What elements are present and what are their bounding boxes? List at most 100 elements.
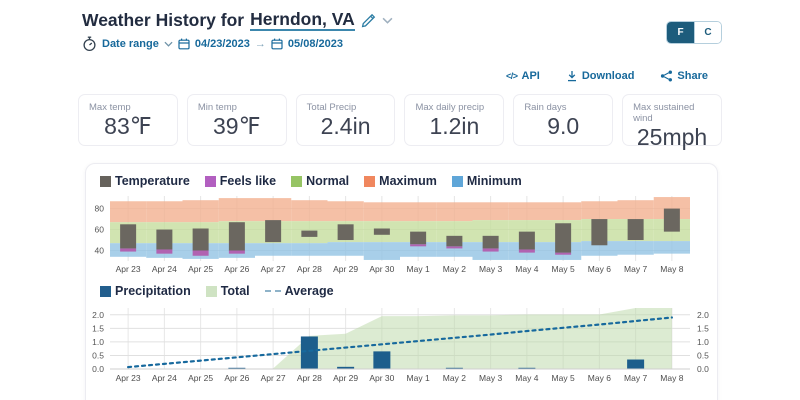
svg-text:May 3: May 3 — [479, 373, 502, 383]
stopwatch-icon — [82, 36, 97, 52]
temperature-chart[interactable]: 40 60 80 Apr 23 Apr 24 Apr 25 Apr 26 Apr 27 Apr … — [88, 193, 714, 277]
legend-item-maximum[interactable]: Maximum — [364, 174, 437, 188]
chart-card: Temperature Feels like Normal Maximum Minimu… — [85, 163, 718, 400]
precipitation-chart[interactable]: 0.0 0.0 0.5 0.5 1.0 1.0 1.5 1.5 2.0 2.0 Apr 23 Apr … — [88, 303, 714, 400]
stat-label: Max daily precip — [415, 102, 485, 113]
svg-text:May 6: May 6 — [588, 264, 611, 274]
stat-value: 39℉ — [213, 113, 261, 139]
stat-label: Max temp — [89, 102, 131, 113]
unit-toggle: F C — [666, 21, 722, 44]
edit-icon[interactable] — [361, 13, 376, 28]
stat-value: 25mph — [636, 124, 708, 150]
actions-row: </> API Download Share — [506, 70, 708, 82]
stat-label: Min temp — [197, 102, 237, 113]
stat-label: Max sustained wind — [633, 102, 695, 124]
stat-value: 1.2in — [429, 113, 480, 139]
svg-text:Apr 27: Apr 27 — [261, 264, 286, 274]
fahrenheit-button[interactable]: F — [667, 22, 694, 43]
svg-text:2.0: 2.0 — [697, 310, 709, 320]
stat-card-max-daily-precip: Max daily precip 1.2in — [404, 94, 505, 146]
svg-text:0.5: 0.5 — [92, 350, 104, 360]
date-range-arrow: → — [254, 38, 266, 50]
legend-swatch — [364, 175, 376, 187]
svg-text:Apr 29: Apr 29 — [333, 373, 358, 383]
svg-text:1.0: 1.0 — [92, 337, 104, 347]
svg-text:Apr 24: Apr 24 — [152, 373, 177, 383]
svg-text:0.0: 0.0 — [92, 364, 104, 374]
svg-text:80: 80 — [95, 204, 105, 214]
api-button[interactable]: </> API — [506, 70, 540, 82]
location-chevron-down-icon[interactable] — [382, 17, 393, 24]
svg-text:May 5: May 5 — [552, 373, 575, 383]
legend-label: Normal — [306, 174, 350, 188]
svg-text:Apr 23: Apr 23 — [116, 264, 141, 274]
legend-swatch — [100, 175, 111, 187]
svg-text:May 4: May 4 — [515, 264, 538, 274]
precipitation-legend: Precipitation Total Average — [100, 283, 717, 299]
legend-item-temperature[interactable]: Temperature — [100, 174, 190, 188]
download-button[interactable]: Download — [566, 70, 634, 82]
svg-text:Apr 26: Apr 26 — [224, 264, 249, 274]
legend-item-normal[interactable]: Normal — [291, 174, 349, 188]
svg-text:Apr 29: Apr 29 — [333, 264, 358, 274]
stat-card-max-sustained-wind: Max sustained wind 25mph — [622, 94, 722, 150]
location-link[interactable]: Herndon, VA — [250, 9, 355, 32]
calendar-icon — [178, 38, 190, 50]
svg-text:1.5: 1.5 — [92, 323, 104, 333]
stat-card-rain-days: Rain days 9.0 — [513, 94, 614, 146]
celsius-button[interactable]: C — [694, 22, 721, 43]
svg-text:May 1: May 1 — [407, 264, 430, 274]
legend-swatch — [291, 175, 303, 187]
legend-label: Average — [284, 284, 334, 298]
legend-item-average[interactable]: Average — [264, 284, 334, 298]
legend-swatch — [264, 290, 281, 292]
date-range-picker[interactable]: Date range 04/23/2023 → 05/08/2023 — [82, 36, 343, 52]
svg-text:1.0: 1.0 — [697, 337, 709, 347]
svg-text:0.0: 0.0 — [697, 364, 709, 374]
page-title: Weather History for — [82, 9, 245, 30]
svg-text:Apr 24: Apr 24 — [152, 264, 177, 274]
svg-text:May 8: May 8 — [660, 264, 683, 274]
svg-text:1.5: 1.5 — [697, 323, 709, 333]
share-label: Share — [677, 70, 708, 82]
svg-text:May 8: May 8 — [660, 373, 683, 383]
legend-label: Minimum — [466, 174, 522, 188]
title-row: Weather History for Herndon, VA — [82, 9, 393, 32]
legend-item-precipitation[interactable]: Precipitation — [100, 284, 191, 298]
share-icon — [660, 70, 673, 82]
start-date[interactable]: 04/23/2023 — [194, 38, 250, 50]
stat-card-total-precip: Total Precip 2.4in — [295, 94, 396, 146]
svg-text:May 7: May 7 — [624, 373, 647, 383]
svg-text:Apr 25: Apr 25 — [188, 264, 213, 274]
share-button[interactable]: Share — [660, 70, 708, 82]
legend-swatch — [451, 175, 463, 187]
svg-text:May 4: May 4 — [515, 373, 538, 383]
svg-text:0.5: 0.5 — [697, 350, 709, 360]
svg-text:May 6: May 6 — [588, 373, 611, 383]
calendar-icon — [271, 38, 283, 50]
svg-text:May 2: May 2 — [443, 373, 466, 383]
legend-swatch — [100, 285, 111, 297]
code-icon: </> — [506, 71, 518, 81]
legend-item-feels-like[interactable]: Feels like — [204, 174, 277, 188]
download-icon — [566, 70, 578, 82]
svg-text:60: 60 — [95, 225, 105, 235]
legend-label: Total — [220, 284, 250, 298]
end-date[interactable]: 05/08/2023 — [287, 38, 343, 50]
stats-row: Max temp 83℉ Min temp 39℉ Total Precip 2… — [78, 94, 722, 150]
stat-value: 2.4in — [320, 113, 371, 139]
svg-text:Apr 26: Apr 26 — [224, 373, 249, 383]
svg-text:2.0: 2.0 — [92, 310, 104, 320]
stat-card-min-temp: Min temp 39℉ — [186, 94, 287, 146]
stat-label: Rain days — [524, 102, 567, 113]
legend-item-total[interactable]: Total — [205, 284, 250, 298]
stat-value: 83℉ — [104, 113, 152, 139]
date-range-chevron-down-icon — [164, 41, 173, 47]
svg-text:May 3: May 3 — [479, 264, 502, 274]
legend-label: Feels like — [219, 174, 277, 188]
legend-label: Precipitation — [115, 284, 191, 298]
svg-text:Apr 28: Apr 28 — [297, 264, 322, 274]
svg-text:May 7: May 7 — [624, 264, 647, 274]
svg-text:Apr 23: Apr 23 — [116, 373, 141, 383]
legend-item-minimum[interactable]: Minimum — [451, 174, 522, 188]
